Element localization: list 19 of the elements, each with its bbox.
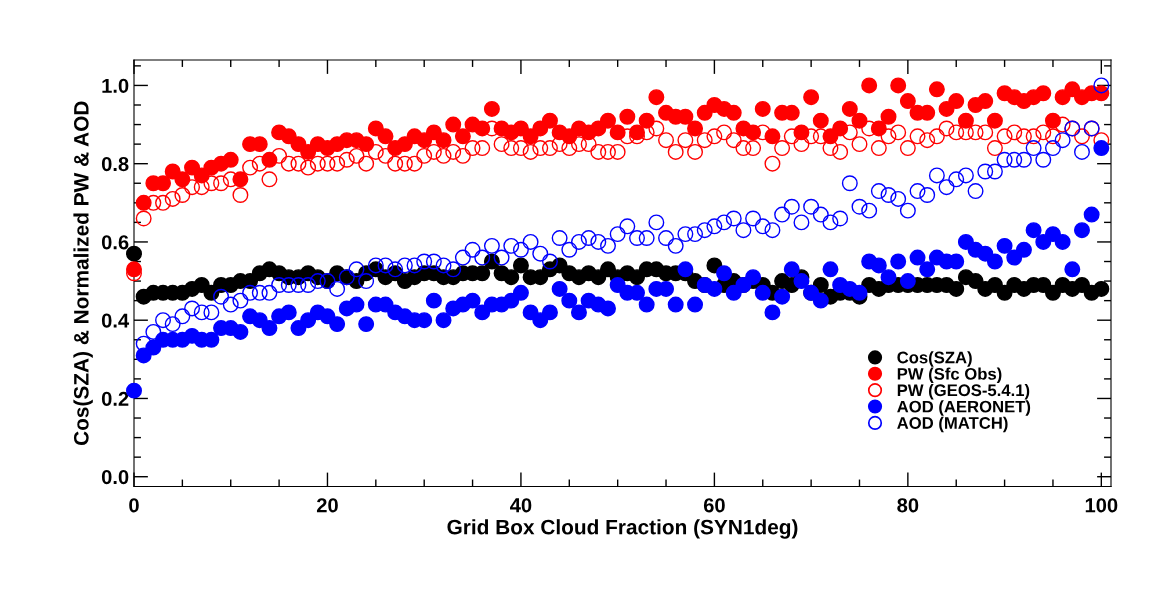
y-tick-label: 0.8 xyxy=(101,156,129,172)
x-tick-label: 40 xyxy=(510,498,532,513)
legend-label: AOD (MATCH) xyxy=(897,416,1008,433)
y-tick-label: 0.4 xyxy=(101,313,130,328)
y-tick-label: 0.0 xyxy=(101,469,129,485)
legend-label: PW (GEOS-5.4.1) xyxy=(897,383,1030,400)
x-tick-label: 20 xyxy=(316,498,338,513)
x-tick-label: 100 xyxy=(1085,498,1118,513)
y-tick-label: 1.0 xyxy=(102,78,129,93)
y-tick-label: 0.2 xyxy=(101,391,129,406)
x-tick-label: 0 xyxy=(129,498,139,513)
legend-label: PW (Sfc Obs) xyxy=(897,367,1002,384)
x-tick-label: 80 xyxy=(897,498,919,513)
x-tick-label: 60 xyxy=(703,498,725,513)
legend-label: Cos(SZA) xyxy=(897,351,972,367)
x-axis-title: Grid Box Cloud Fraction (SYN1deg) xyxy=(447,519,798,539)
y-axis-title: Cos(SZA) & Normalized PW & AOD xyxy=(73,101,93,446)
legend-label: AOD (AERONET) xyxy=(897,400,1031,416)
y-tick-label: 0.6 xyxy=(101,235,129,250)
